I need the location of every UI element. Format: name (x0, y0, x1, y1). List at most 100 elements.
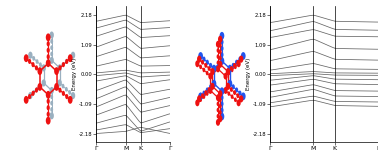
Circle shape (62, 62, 65, 67)
Circle shape (206, 91, 209, 96)
Circle shape (204, 90, 207, 95)
Circle shape (219, 104, 222, 109)
Circle shape (46, 91, 51, 99)
Circle shape (202, 57, 206, 62)
Circle shape (217, 102, 219, 106)
Circle shape (216, 94, 220, 101)
Circle shape (36, 59, 39, 64)
Circle shape (197, 95, 201, 102)
Circle shape (58, 88, 62, 93)
Circle shape (220, 46, 223, 51)
Circle shape (50, 31, 54, 39)
Circle shape (201, 93, 204, 98)
Circle shape (37, 83, 42, 91)
Circle shape (46, 41, 50, 46)
Circle shape (212, 80, 216, 88)
Circle shape (228, 71, 230, 75)
Circle shape (206, 71, 209, 75)
Circle shape (36, 87, 39, 92)
Circle shape (219, 56, 222, 61)
Circle shape (195, 60, 200, 67)
Circle shape (235, 60, 238, 65)
Circle shape (32, 90, 35, 95)
Circle shape (32, 56, 35, 61)
Circle shape (217, 61, 219, 65)
Circle shape (37, 67, 42, 75)
Circle shape (231, 94, 234, 99)
Circle shape (62, 91, 65, 96)
Circle shape (39, 62, 42, 67)
Circle shape (65, 59, 68, 64)
Circle shape (217, 54, 219, 59)
Circle shape (230, 66, 233, 71)
Circle shape (219, 97, 222, 102)
Circle shape (46, 48, 50, 53)
Y-axis label: Energy (eV): Energy (eV) (246, 58, 251, 90)
Circle shape (31, 62, 35, 67)
Circle shape (24, 54, 29, 62)
Circle shape (65, 59, 68, 64)
Circle shape (57, 79, 62, 87)
Circle shape (201, 60, 204, 65)
Circle shape (228, 80, 232, 88)
Circle shape (71, 52, 75, 59)
Circle shape (54, 67, 59, 75)
Circle shape (216, 41, 220, 48)
Circle shape (50, 57, 54, 64)
Circle shape (68, 96, 73, 104)
Circle shape (216, 119, 220, 126)
Circle shape (42, 64, 46, 71)
Circle shape (46, 59, 51, 67)
Circle shape (210, 68, 215, 75)
Circle shape (50, 101, 53, 106)
Circle shape (239, 56, 243, 63)
Circle shape (223, 73, 228, 80)
Circle shape (236, 93, 239, 98)
Circle shape (212, 65, 216, 73)
Circle shape (228, 65, 232, 73)
Circle shape (226, 83, 230, 90)
Circle shape (46, 105, 50, 110)
Circle shape (62, 62, 65, 67)
Circle shape (62, 84, 65, 88)
Circle shape (233, 63, 236, 68)
Circle shape (68, 90, 71, 95)
Circle shape (234, 65, 237, 69)
Circle shape (219, 43, 222, 48)
Circle shape (228, 91, 230, 96)
Circle shape (220, 113, 224, 120)
Circle shape (218, 115, 222, 122)
Circle shape (202, 91, 206, 96)
Circle shape (241, 92, 246, 100)
Circle shape (203, 68, 205, 72)
Circle shape (230, 87, 233, 92)
Circle shape (50, 112, 54, 119)
Y-axis label: Energy (eV): Energy (eV) (73, 58, 77, 90)
Circle shape (206, 87, 209, 93)
Circle shape (28, 94, 31, 99)
Circle shape (231, 68, 234, 72)
Circle shape (208, 66, 211, 71)
Circle shape (208, 87, 212, 94)
Circle shape (223, 87, 228, 94)
Circle shape (220, 108, 223, 113)
Circle shape (239, 57, 242, 62)
Circle shape (203, 94, 205, 99)
Circle shape (237, 99, 241, 106)
Circle shape (220, 57, 224, 65)
Circle shape (199, 97, 202, 102)
Circle shape (233, 90, 236, 95)
Circle shape (50, 45, 53, 50)
Circle shape (220, 87, 224, 95)
Circle shape (24, 96, 29, 104)
Circle shape (58, 65, 62, 70)
Circle shape (219, 110, 222, 115)
Circle shape (35, 65, 38, 70)
Circle shape (65, 94, 68, 99)
Circle shape (46, 54, 50, 59)
Circle shape (234, 97, 237, 102)
Circle shape (218, 61, 222, 68)
Circle shape (239, 95, 243, 102)
Circle shape (219, 49, 222, 54)
Circle shape (65, 87, 68, 92)
